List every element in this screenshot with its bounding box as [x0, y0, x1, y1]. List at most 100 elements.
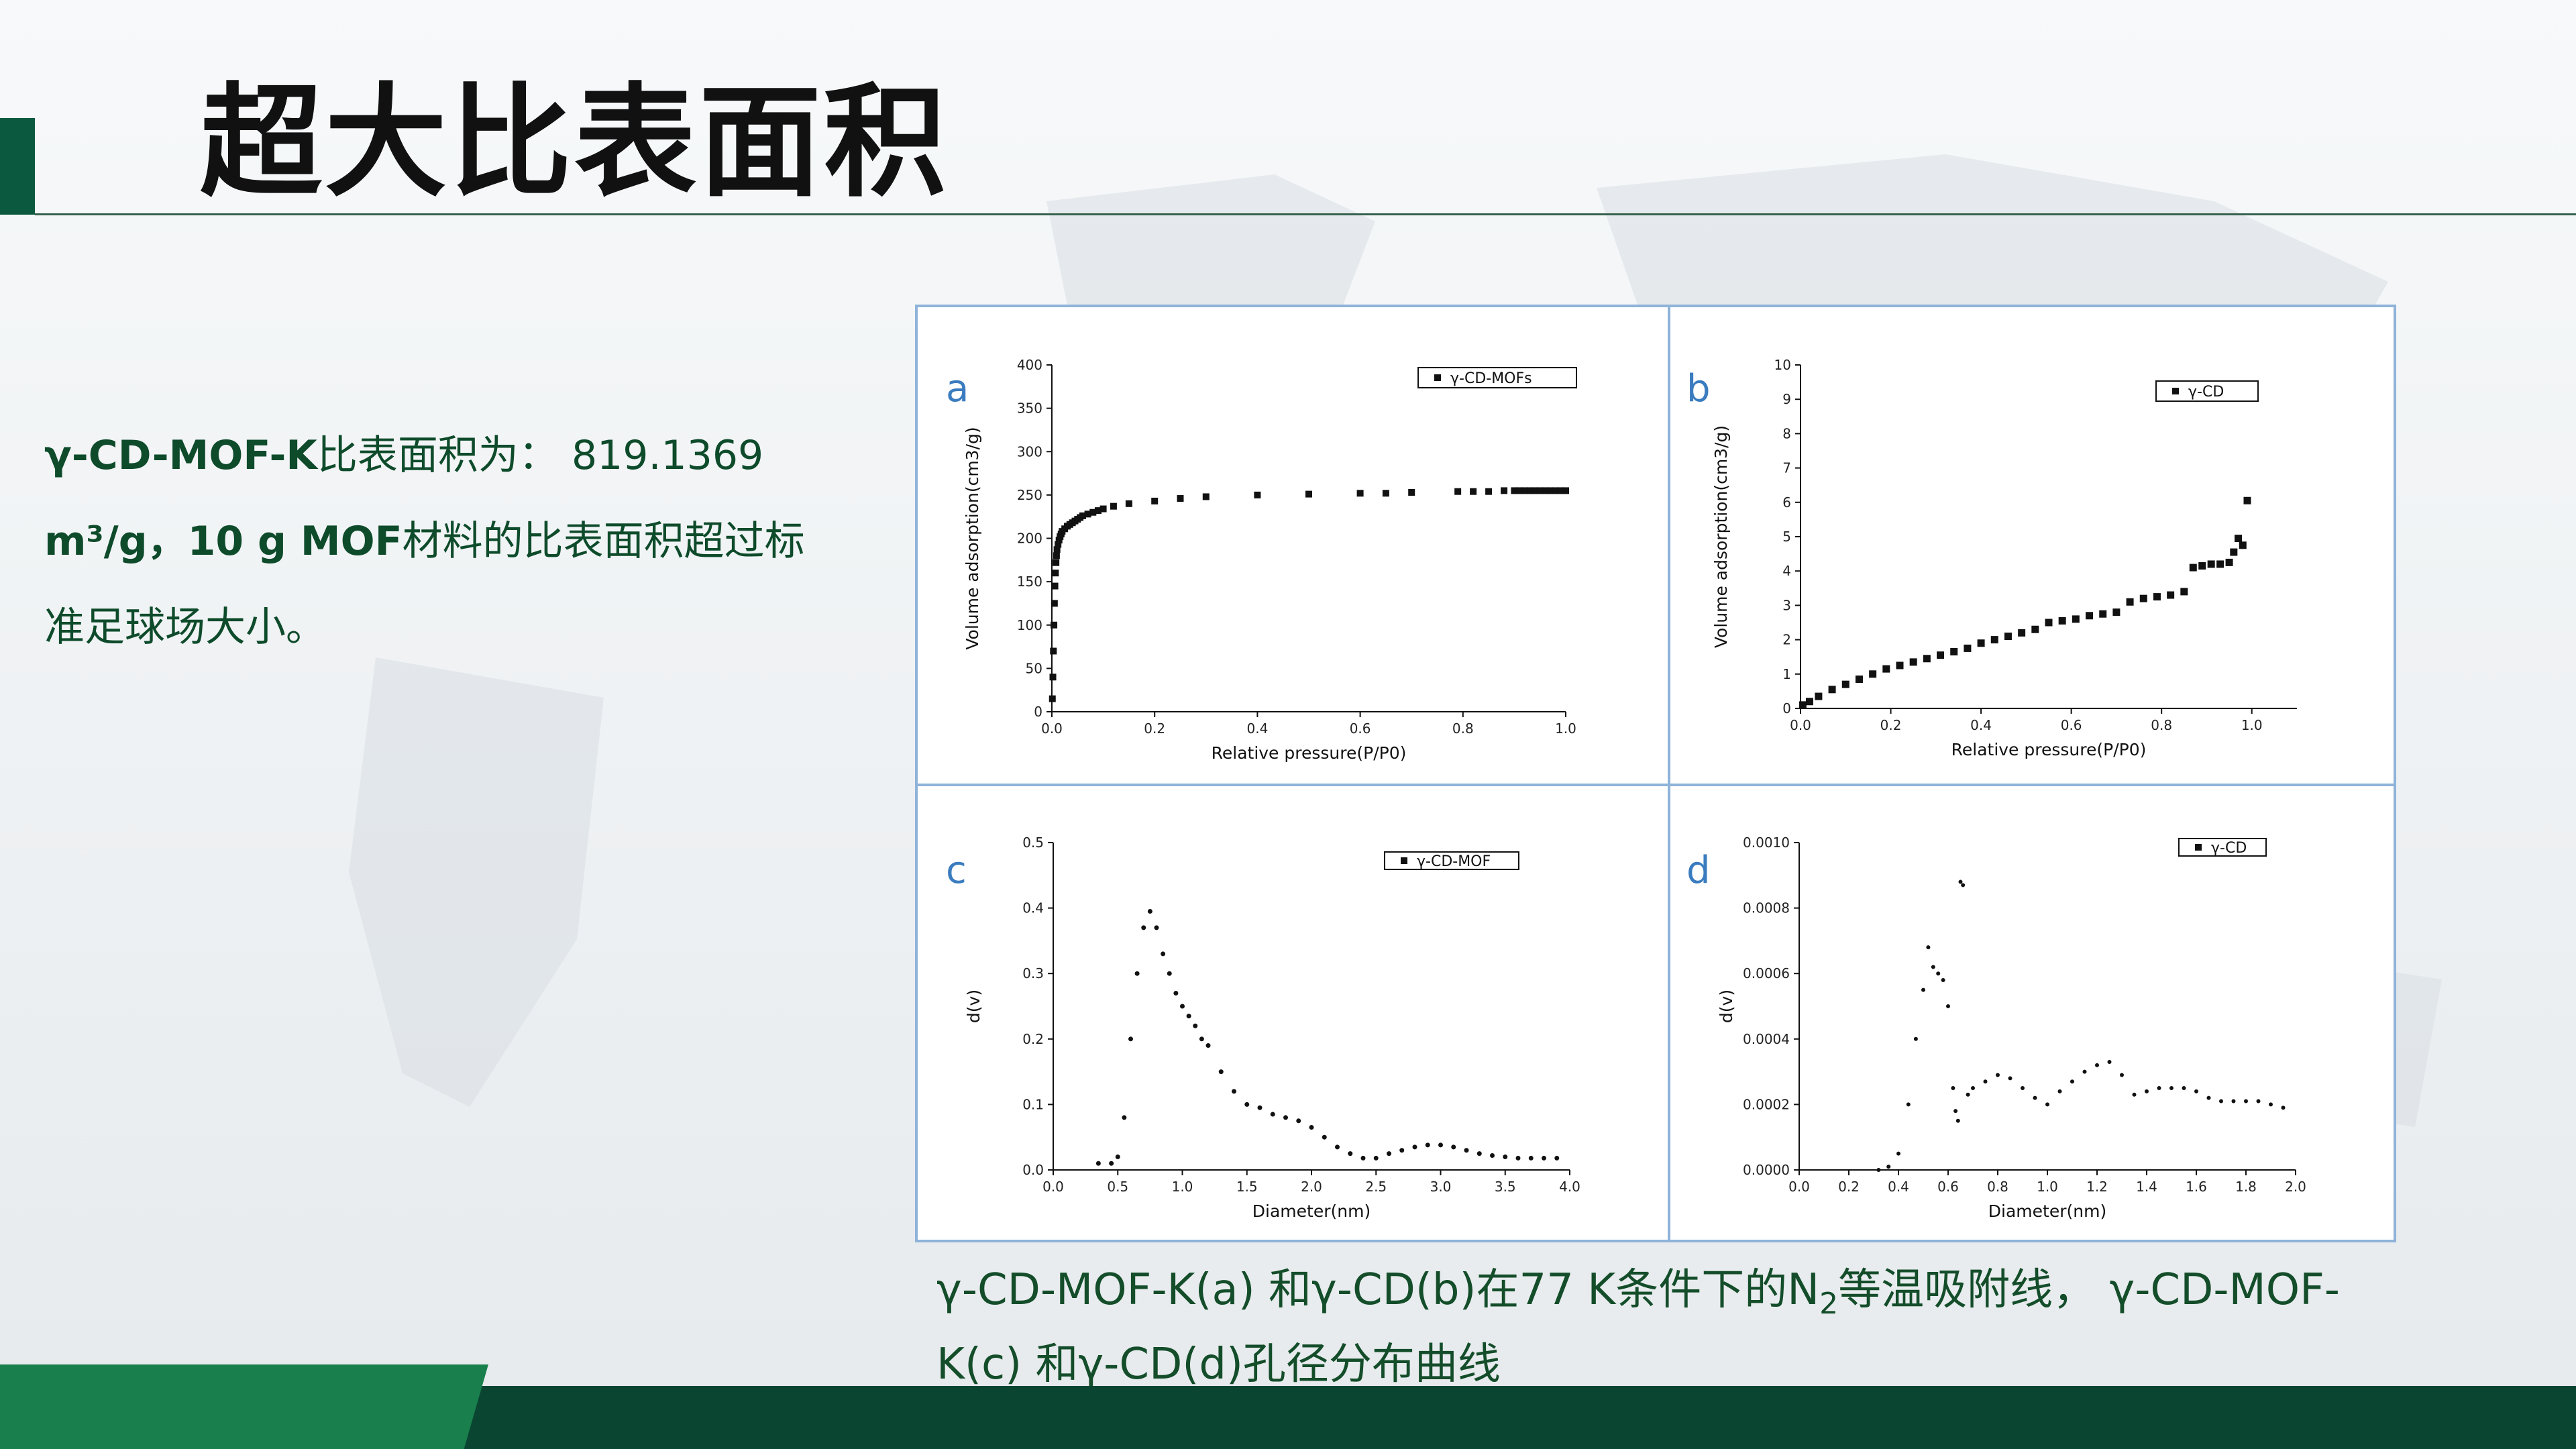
data-point [1399, 1148, 1405, 1153]
data-point [1490, 1153, 1495, 1159]
figure-panel-grid: a 0.0 0.2 0.4 0.6 0.8 1.0 0 50 100 150 200 250 300 350… [915, 305, 2396, 1242]
data-point [1218, 1069, 1224, 1075]
data-point [1886, 1165, 1891, 1169]
data-point [1971, 1086, 1975, 1090]
data-point [2281, 1106, 2286, 1110]
data-point [1951, 1086, 1955, 1090]
y-tick-label: 0.0 [1022, 1162, 1044, 1178]
data-point [2095, 1063, 2099, 1067]
data-point [1869, 670, 1877, 678]
data-point [1855, 675, 1863, 683]
data-point [1521, 487, 1528, 494]
figure-caption: γ-CD-MOF-K(a) 和γ-CD(b)在77 K条件下的N2等温吸附线， … [936, 1260, 2365, 1395]
y-tick-label: 100 [1017, 617, 1042, 633]
data-point [1151, 497, 1159, 504]
data-point [1464, 1148, 1469, 1153]
data-point [1053, 552, 1060, 559]
data-point [1161, 951, 1166, 957]
data-point [1921, 987, 1925, 992]
data-point [2008, 1076, 2012, 1081]
data-point [1283, 1115, 1288, 1120]
description-text: γ-CD-MOF-K比表面积为： 819.1369 m³/g，10 g MOF材… [44, 413, 883, 670]
data-point [2169, 1086, 2174, 1090]
chart-panel-c: c 0.0 0.5 1.0 1.5 2.0 2.5 3.0 3.5 4.0 0.0 0.1 0.2 0.3… [946, 835, 1580, 1221]
data-point [2182, 1086, 2186, 1090]
y-tick-label: 250 [1017, 487, 1042, 503]
data-point [1528, 1155, 1534, 1161]
data-point [2216, 560, 2224, 568]
y-tick-label: 1 [1782, 666, 1791, 682]
data-point [1049, 695, 1056, 702]
x-axis-label: Relative pressure(P/P0) [1951, 740, 2147, 759]
x-tick-label: 0.6 [2061, 717, 2082, 733]
x-axis-label: Diameter(nm) [1252, 1201, 1371, 1221]
data-point [2112, 608, 2121, 616]
data-point [1099, 505, 1107, 513]
data-point [2145, 1089, 2149, 1093]
y-tick-label: 6 [1782, 494, 1791, 511]
data-point [1996, 1073, 2000, 1077]
data-point [1408, 488, 1415, 496]
data-point [1805, 698, 1813, 706]
y-tick-label: 50 [1026, 660, 1042, 676]
data-point [2230, 548, 2238, 556]
data-point [1815, 692, 1823, 700]
y-tick-label: 0.0004 [1743, 1031, 1790, 1047]
data-point [2243, 496, 2251, 504]
y-tick-label: 9 [1782, 391, 1791, 407]
data-point [1305, 490, 1312, 498]
y-tick-label: 300 [1017, 443, 1042, 460]
data-point [1115, 1154, 1120, 1159]
data-point [1955, 1118, 1960, 1123]
data-point [1876, 1168, 1881, 1172]
y-tick-label: 7 [1782, 460, 1791, 476]
data-point [2018, 629, 2026, 637]
data-point [1154, 925, 1159, 930]
chart-panel-d: d 0.0 0.2 0.4 0.6 0.8 1.0 1.2 1.4 1.6 1.8 2.0 0.0000… [1686, 835, 2306, 1221]
data-point [1515, 1155, 1521, 1161]
data-point [2107, 1059, 2112, 1064]
data-point [1049, 674, 1057, 681]
y-tick-label: 3 [1782, 597, 1791, 613]
data-point [1348, 1151, 1353, 1157]
data-point [1501, 487, 1508, 494]
data-point [1173, 990, 1179, 996]
data-point [1180, 1004, 1185, 1009]
data-point [1923, 655, 1931, 663]
y-tick-label: 0.5 [1022, 835, 1044, 851]
data-point [1257, 1105, 1263, 1110]
data-point [2099, 610, 2107, 618]
data-point [1244, 1102, 1250, 1107]
x-tick-label: 1.8 [2235, 1179, 2257, 1195]
y-axis-label: Volume adsorption(cm3/g) [963, 427, 982, 649]
x-tick-label: 0.6 [1937, 1179, 1959, 1195]
data-point [2239, 541, 2247, 549]
data-point [2235, 535, 2243, 543]
data-point [1562, 487, 1569, 494]
x-tick-label: 0.0 [1790, 717, 1811, 733]
data-point [2021, 1086, 2025, 1090]
data-point [1882, 665, 1890, 673]
legend-box [2178, 838, 2267, 857]
data-point [1937, 651, 1945, 659]
x-tick-label: 1.0 [1555, 720, 1576, 737]
data-point [1926, 945, 1931, 950]
data-point [1084, 511, 1091, 518]
data-point [1977, 639, 1985, 647]
data-point [1296, 1118, 1301, 1124]
data-point [1526, 487, 1534, 494]
data-point [1051, 600, 1058, 607]
x-tick-label: 0.8 [2151, 717, 2172, 733]
x-tick-label: 1.4 [2136, 1179, 2157, 1195]
data-point [1053, 546, 1061, 553]
y-tick-label: 0 [1034, 704, 1042, 720]
y-tick-label: 10 [1774, 357, 1791, 373]
x-tick-label: 0.0 [1788, 1179, 1810, 1195]
data-point [2082, 1069, 2087, 1074]
legend-marker [1434, 374, 1441, 381]
x-tick-label: 1.0 [2241, 717, 2263, 733]
surface-area-unit: m³/g，10 g MOF [44, 518, 402, 565]
panel-label: b [1686, 367, 1711, 411]
legend-label: γ-CD-MOF [1417, 853, 1491, 870]
legend-marker [2195, 844, 2202, 851]
